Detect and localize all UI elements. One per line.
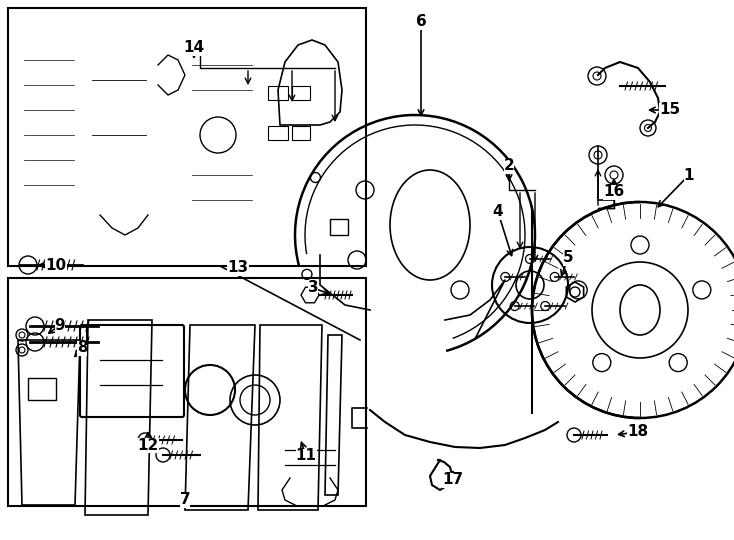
Bar <box>28 378 56 400</box>
Bar <box>268 86 288 100</box>
Text: 13: 13 <box>228 260 249 275</box>
Text: 16: 16 <box>603 185 625 199</box>
Text: 12: 12 <box>137 437 159 453</box>
Text: 11: 11 <box>296 449 316 463</box>
Text: 17: 17 <box>443 472 464 488</box>
Bar <box>8 8 366 266</box>
Text: 15: 15 <box>659 103 680 118</box>
Bar <box>292 126 310 140</box>
Text: 7: 7 <box>180 492 190 508</box>
Bar <box>330 219 348 235</box>
Text: 18: 18 <box>628 424 649 440</box>
Text: 10: 10 <box>46 258 67 273</box>
Text: 8: 8 <box>76 341 87 355</box>
Text: 6: 6 <box>415 15 426 30</box>
Bar <box>8 278 366 506</box>
Text: 3: 3 <box>308 280 319 295</box>
Text: 2: 2 <box>504 159 515 173</box>
Text: 14: 14 <box>184 40 205 56</box>
Text: 4: 4 <box>493 205 504 219</box>
Text: 9: 9 <box>55 318 65 333</box>
Text: 1: 1 <box>684 167 694 183</box>
Bar <box>268 126 288 140</box>
Bar <box>292 86 310 100</box>
Text: 5: 5 <box>563 251 573 266</box>
